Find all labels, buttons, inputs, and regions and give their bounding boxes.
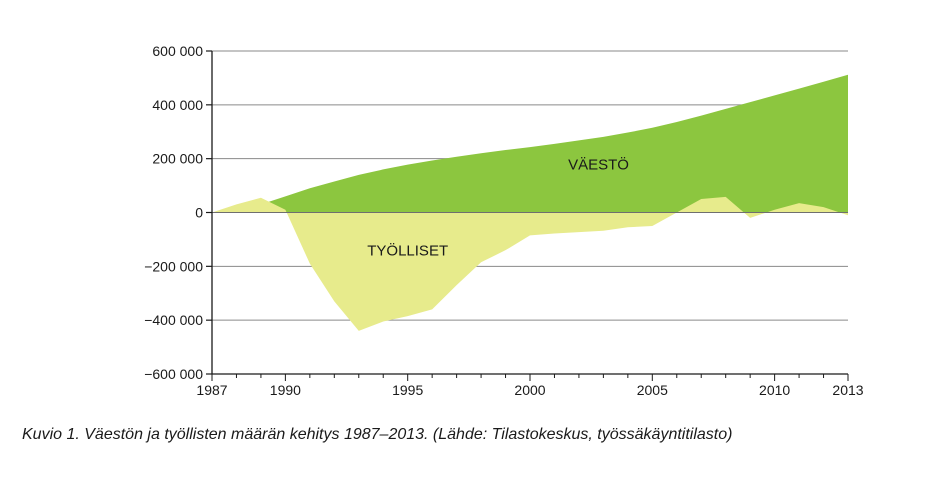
y-tick-label: −400 000	[144, 312, 203, 328]
series-area-väestö	[212, 74, 848, 213]
x-tick-label: 2013	[832, 382, 863, 398]
x-tick-label: 2010	[759, 382, 790, 398]
y-ticks: 600 000 400 000 200 000 0 −200 000 −400 000 −6…	[144, 43, 212, 382]
y-tick-label: −200 000	[144, 258, 203, 274]
y-tick-label: 600 000	[152, 43, 203, 59]
x-tick-label: 2000	[514, 382, 545, 398]
x-tick-label: 1995	[392, 382, 423, 398]
series-labels: VÄESTÖ TYÖLLISET	[367, 155, 629, 259]
y-tick-label: 400 000	[152, 97, 203, 113]
series-label: TYÖLLISET	[367, 242, 448, 260]
series-areas	[212, 74, 848, 331]
series-area-työlliset	[212, 196, 848, 331]
figure-caption: Kuvio 1. Väestön ja työllisten määrän ke…	[22, 426, 733, 443]
y-tick-label: 200 000	[152, 151, 203, 167]
series-label: VÄESTÖ	[568, 155, 629, 173]
x-tick-label: 2005	[637, 382, 668, 398]
x-tick-label: 1990	[270, 382, 301, 398]
y-tick-label: −600 000	[144, 366, 203, 382]
x-ticks: 1987 1990 1995 2000 2005 2010 2013	[196, 374, 864, 398]
y-tick-label: 0	[195, 205, 203, 221]
x-tick-label: 1987	[196, 382, 227, 398]
chart: 600 000 400 000 200 000 0 −200 000 −400 000 −6…	[144, 43, 864, 398]
